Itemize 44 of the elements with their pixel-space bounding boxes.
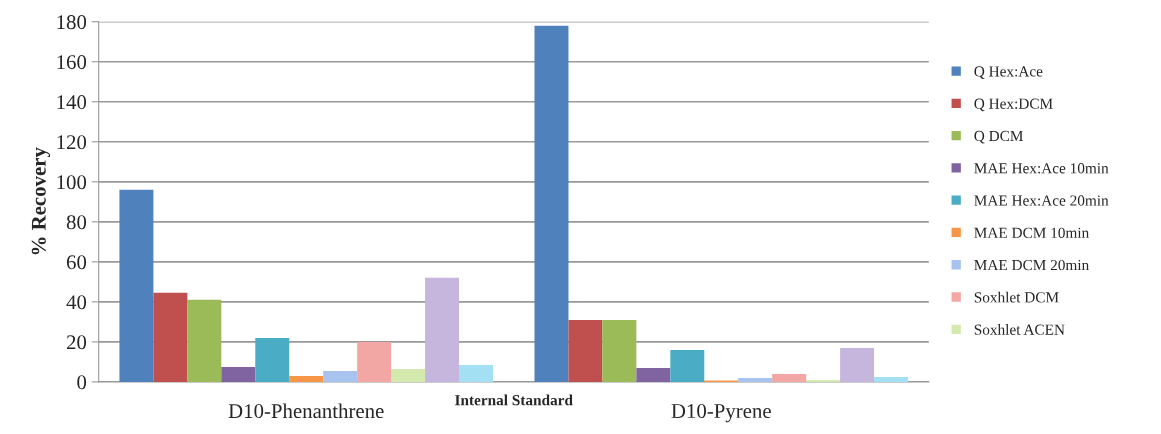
legend-label: MAE Hex:Ace 20min [974, 195, 1109, 206]
bar [806, 379, 841, 382]
legend-label: MAE DCM 20min [974, 259, 1089, 271]
y-tick-label: 80 [66, 215, 87, 230]
bar [602, 319, 637, 382]
y-tick-label: 140 [57, 95, 87, 110]
bar [289, 375, 324, 382]
y-tick-label: 0 [77, 375, 87, 390]
legend-label: Soxhlet ACEN [974, 324, 1065, 335]
bar [840, 347, 875, 382]
bar [255, 337, 290, 382]
legend-label: Q DCM [974, 130, 1023, 144]
bar [459, 364, 493, 382]
legend-label: MAE DCM 10min [974, 227, 1089, 238]
bar [323, 370, 358, 382]
x-tick-label: D10-Pyrene [671, 403, 771, 423]
bar [119, 189, 154, 382]
y-tick-label: 60 [66, 255, 87, 270]
bar [738, 377, 773, 382]
y-axis-title: % Recovery [31, 147, 51, 255]
bar [772, 373, 807, 382]
y-tick-label: 120 [57, 135, 87, 150]
legend-label: MAE Hex:Ace 10min [974, 163, 1109, 174]
legend-label: Q Hex:Ace [974, 66, 1043, 79]
x-tick-label: D10-Phenanthrene [228, 403, 384, 419]
y-tick-label: 20 [66, 335, 87, 350]
y-tick-label: 40 [66, 295, 87, 310]
bar [221, 366, 256, 382]
y-tick-label: 180 [57, 15, 87, 30]
bar [391, 368, 426, 382]
x-axis-title: Internal Standard [455, 394, 573, 406]
bar [187, 299, 222, 382]
y-tick-label: 100 [57, 175, 87, 190]
bar [636, 367, 671, 382]
bar [357, 341, 392, 382]
bar [534, 25, 569, 382]
bar [568, 319, 603, 382]
legend-label: Q Hex:DCM [974, 98, 1053, 112]
bar [425, 277, 460, 382]
bar [874, 376, 909, 382]
bar [153, 292, 188, 382]
y-tick-label: 160 [57, 55, 87, 70]
legend-label: Soxhlet DCM [974, 291, 1059, 303]
bar [670, 349, 705, 382]
